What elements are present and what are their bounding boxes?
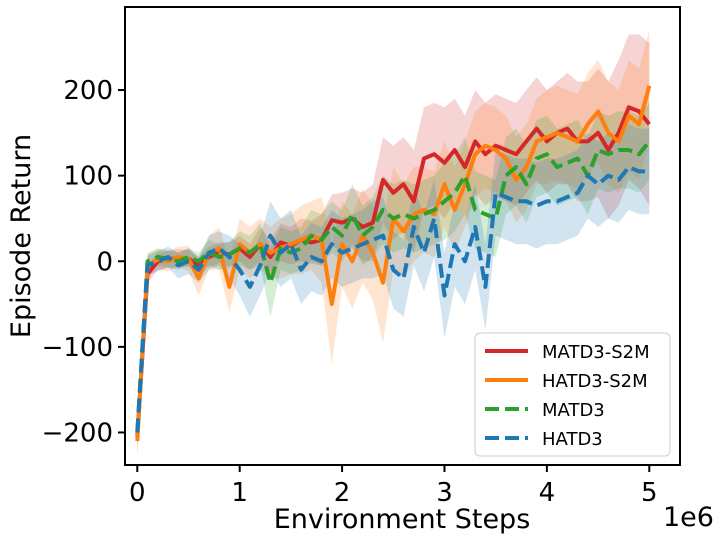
x-tick-label: 2 [334,478,351,508]
y-tick-label: 0 [96,247,113,277]
x-tick-label: 3 [436,478,453,508]
x-axis-label: Environment Steps [274,504,531,535]
series-line-matd3 [135,140,651,433]
series-line-hatd3 [135,165,650,433]
band-hatd3-s2m [137,30,650,459]
y-tick-label: 200 [63,76,113,106]
y-tick-label: −100 [42,333,113,363]
y-tick-label: 100 [63,162,113,192]
x-axis-ticks: 0 1 2 3 4 5 [129,465,658,508]
series-lines [135,85,652,442]
plot-frame [124,6,681,466]
x-tick-label: 0 [129,478,146,508]
x-tick-label: 5 [641,478,658,508]
confidence-bands [137,30,650,459]
y-tick-label: −200 [42,418,113,448]
y-axis-label: Episode Return [6,134,37,338]
legend-label-matd3-s2m: MATD3-S2M [542,342,650,363]
legend-label-hatd3: HATD3 [542,429,603,450]
legend: MATD3-S2M HATD3-S2M MATD3 HATD3 [474,332,671,457]
x-tick-label: 1 [231,478,248,508]
x-axis-multiplier: 1e6 [663,502,714,533]
legend-label-hatd3-s2m: HATD3-S2M [542,371,648,392]
legend-box [474,332,671,457]
legend-label-matd3: MATD3 [542,400,605,421]
band-matd3 [137,102,650,446]
y-axis-ticks: −200 −100 0 100 200 [42,76,125,448]
x-tick-label: 4 [539,478,556,508]
band-matd3-s2m [137,34,650,454]
band-hatd3 [137,124,650,446]
